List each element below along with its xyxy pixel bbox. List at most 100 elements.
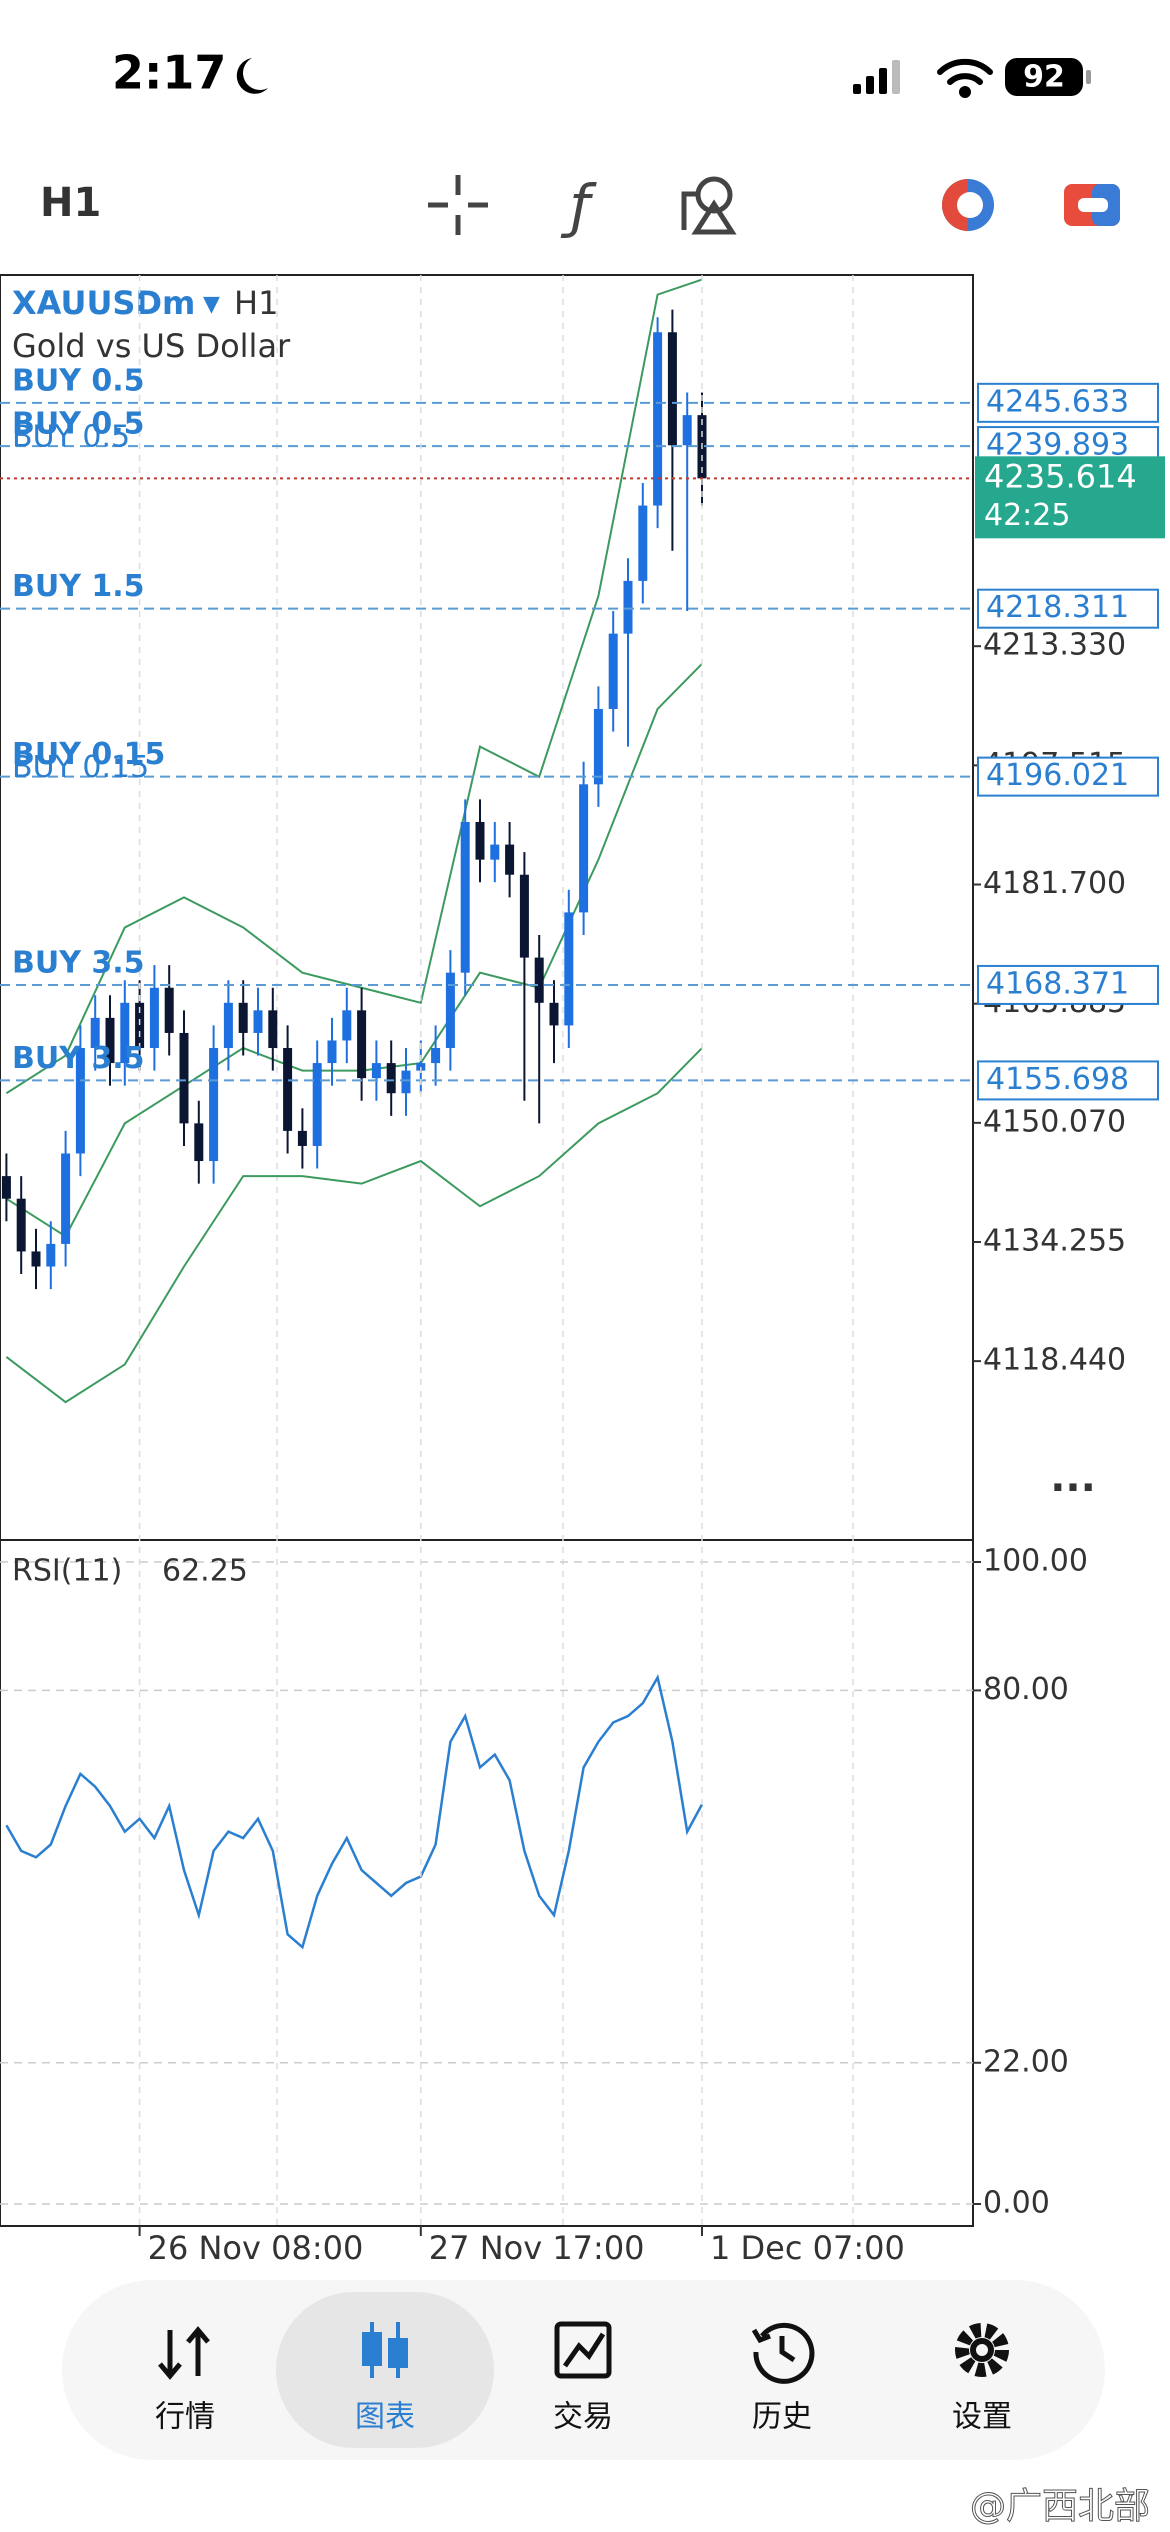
candle-body [312, 1063, 322, 1146]
candle-body [564, 912, 574, 1026]
candle-body [445, 972, 455, 1049]
candle-body [371, 1063, 381, 1079]
candle-body [490, 844, 500, 860]
x-tick-label: 26 Nov 08:00 [148, 2229, 364, 2267]
candle-body [283, 1048, 293, 1131]
candle-body [623, 580, 633, 634]
order-label: BUY 3.5 [12, 945, 145, 980]
order-price: 4168.371 [986, 966, 1129, 1001]
candle-body [416, 1063, 426, 1071]
y-tick-label: 4134.255 [983, 1223, 1126, 1258]
candle-body [105, 1017, 115, 1064]
order-price: 4155.698 [986, 1062, 1129, 1097]
y-tick-label: 0.00 [983, 2186, 1050, 2221]
wifi-icon [937, 58, 993, 98]
candle-body [223, 1002, 233, 1049]
objects-button[interactable] [681, 176, 737, 235]
candle-body [75, 1048, 85, 1154]
y-tick-label: 22.00 [983, 2044, 1069, 2079]
order-label: BUY 0.5 [12, 407, 145, 442]
y-tick-label: 4213.330 [983, 628, 1126, 663]
trade-button[interactable] [1064, 184, 1120, 226]
nav-icon-settings[interactable] [955, 2323, 1009, 2377]
candle-body [135, 1002, 145, 1049]
symbol[interactable]: XAUUSDm [12, 284, 195, 322]
current-price: 4235.614 [984, 457, 1137, 495]
battery-level: 92 [1023, 60, 1065, 95]
battery-tip [1086, 70, 1091, 84]
nav-label[interactable]: 设置 [952, 2400, 1012, 2435]
order-price-box [977, 756, 1159, 797]
candle-body [593, 708, 603, 785]
candle-body [90, 1017, 100, 1049]
candle-body [519, 874, 529, 958]
candle-body [179, 1032, 189, 1124]
symbol-description: Gold vs US Dollar [12, 327, 291, 365]
y-tick-label: 4118.440 [983, 1343, 1126, 1378]
indicator-title: RSI(11) [12, 1554, 122, 1589]
x-tick-label: 1 Dec 07:00 [710, 2229, 905, 2267]
order-price-box [977, 1060, 1159, 1101]
candle-body [120, 1002, 130, 1064]
crosshair-button[interactable] [428, 175, 488, 235]
watermark: @广西北部 [970, 2486, 1150, 2527]
candle-body [342, 1010, 352, 1041]
order-price: 4218.311 [986, 590, 1129, 625]
candle-body [16, 1198, 26, 1252]
order-label: BUY 0.5 [12, 363, 145, 398]
candle-body [164, 987, 174, 1033]
candle-body [579, 784, 589, 913]
candle-body [431, 1048, 441, 1064]
indicator-value: 62.25 [162, 1554, 248, 1589]
candle-body [268, 1010, 278, 1049]
candle-body [549, 1002, 559, 1026]
y-tick-label: 80.00 [983, 1672, 1069, 1707]
nav-label[interactable]: 历史 [752, 2400, 812, 2435]
order-price: 4196.021 [986, 758, 1129, 793]
candle-body [209, 1048, 219, 1162]
rsi-plot [0, 1561, 973, 2205]
indicators-button[interactable]: ƒ [560, 172, 597, 240]
candle-body [460, 821, 470, 973]
symbol-dropdown[interactable]: ▼ [203, 292, 220, 317]
rsi-line [5, 1674, 704, 1950]
signal-icon [853, 60, 900, 94]
order-label: BUY 0.15 [12, 750, 149, 785]
chart-frame [0, 274, 974, 2227]
status-time: 2:17 [112, 46, 226, 100]
order-label: BUY 3.5 [12, 1041, 145, 1076]
battery [1005, 58, 1083, 96]
timeframe-button[interactable]: H1 [40, 180, 101, 226]
more-button[interactable]: ··· [1050, 1465, 1096, 1511]
nav-icon-trade[interactable] [554, 2321, 612, 2379]
nav-icon-quotes[interactable] [158, 2326, 210, 2380]
candle-body [297, 1130, 307, 1146]
candle-body [1, 1176, 11, 1199]
nav-labels: 行情 图表 交易 历史 设置 [155, 2400, 1012, 2435]
nav-label[interactable]: 行情 [155, 2400, 215, 2435]
candle-body [149, 987, 159, 1049]
candle-body [386, 1063, 396, 1094]
nav-label[interactable]: 图表 [355, 2400, 415, 2435]
chart-timeframe: H1 [234, 284, 278, 322]
candle-body [194, 1123, 204, 1162]
order-label: BUY 0.15 [12, 737, 165, 772]
candle-body [61, 1153, 71, 1244]
candle-body [608, 633, 618, 709]
account-button[interactable] [942, 179, 994, 231]
nav-label[interactable]: 交易 [553, 2400, 613, 2435]
candle-body [638, 505, 648, 581]
x-tick-label: 27 Nov 17:00 [429, 2229, 645, 2267]
nav-icon-chart[interactable] [362, 2322, 408, 2378]
candle-body [534, 957, 544, 1003]
vertical-grid [276, 275, 854, 2226]
current-price-box [975, 456, 1165, 539]
nav-icon-history[interactable] [751, 2322, 815, 2384]
candle-body [31, 1251, 41, 1267]
order-label: BUY 0.5 [12, 420, 130, 455]
y-tick-label: 4181.700 [983, 866, 1126, 901]
candle-body [667, 332, 677, 446]
candle-body [505, 844, 515, 875]
y-tick-label: 100.00 [983, 1544, 1088, 1579]
